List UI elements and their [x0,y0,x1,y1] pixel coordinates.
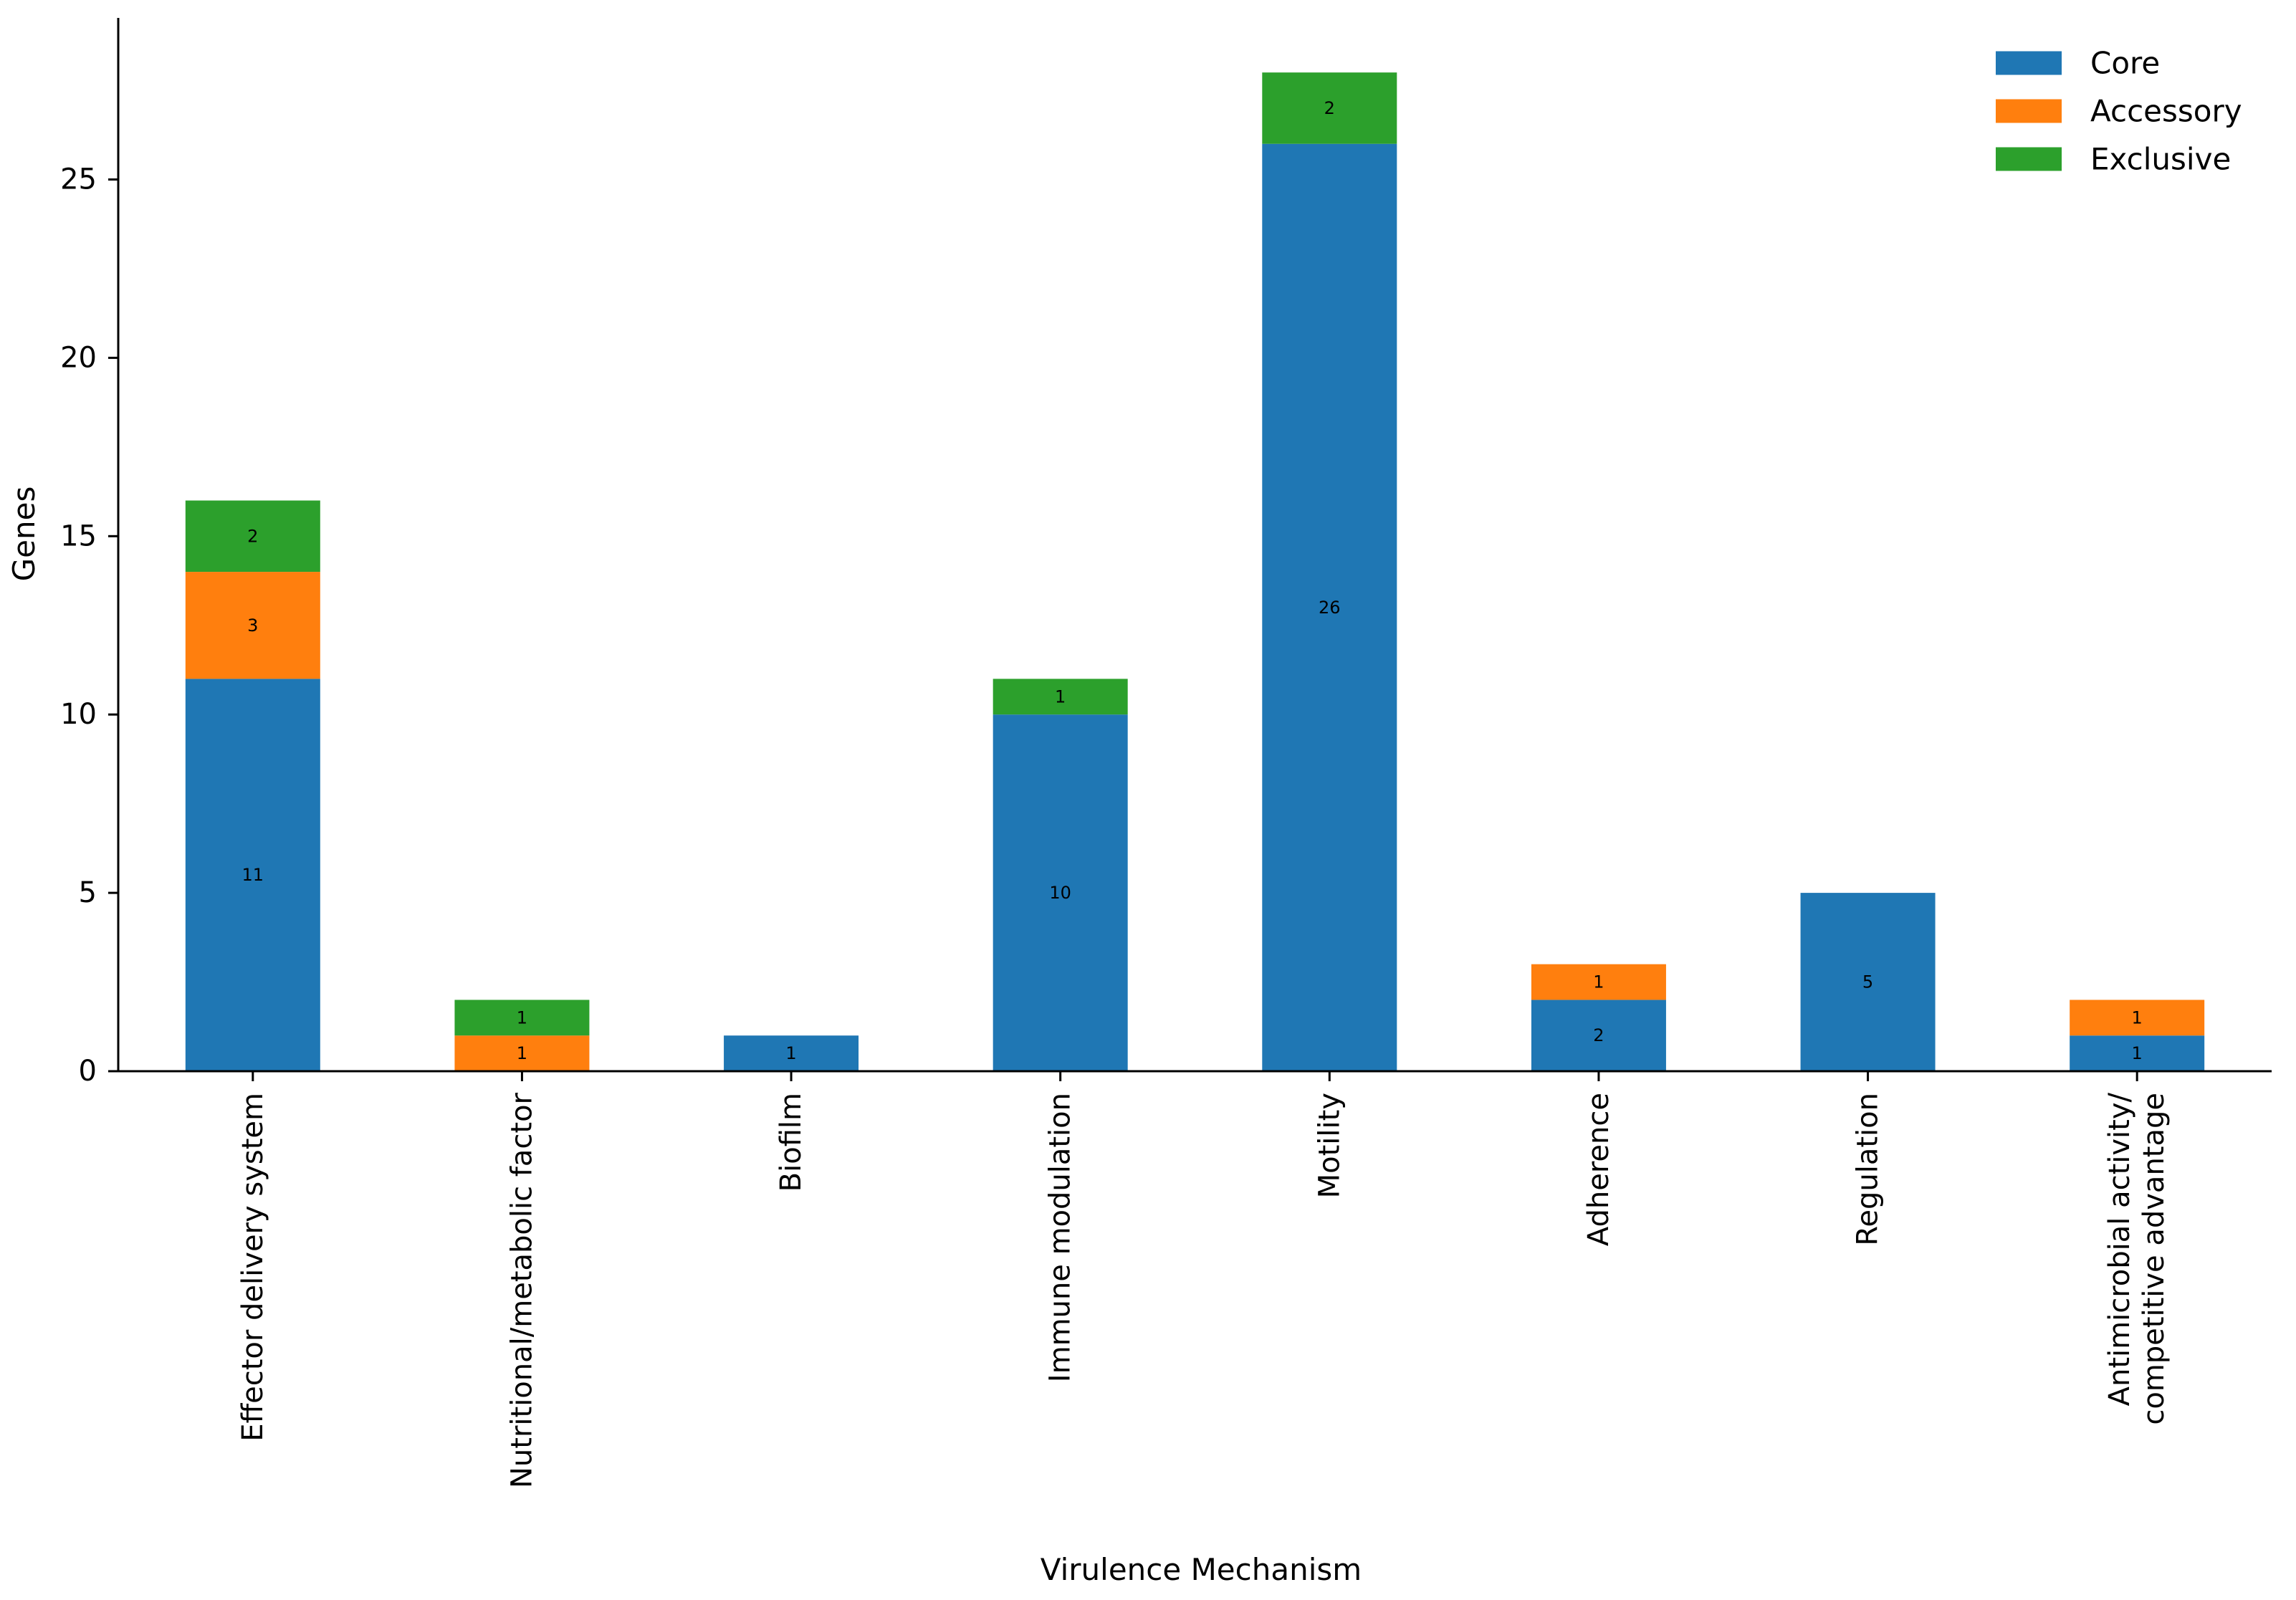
y-tick-label: 0 [79,1055,97,1088]
bar-value-label: 10 [1049,883,1071,903]
y-tick-label: 25 [60,163,97,196]
bar-segment-core [724,1035,859,1071]
legend-swatch-exclusive [1996,147,2062,171]
bar-segment-exclusive [454,1000,590,1036]
y-tick-label: 5 [79,876,97,909]
legend: Core Accessory Exclusive [1996,46,2242,177]
bar-value-label: 5 [1862,972,1873,992]
legend-label-exclusive: Exclusive [2090,142,2231,177]
bar-segment-accessory [185,572,320,679]
bar-value-label: 1 [517,1007,527,1027]
bar-segment-core [2070,1035,2205,1071]
legend-label-core: Core [2090,46,2160,81]
bar-segment-core [1800,893,1936,1071]
x-tick-label: Motility [1313,1093,1346,1198]
x-tick-label: Effector delivery system [236,1093,269,1442]
bar-value-label: 1 [785,1043,796,1063]
x-tick-label: competitive advantage [2138,1093,2171,1425]
x-tick-label: Antimicrobial activity/ [2103,1092,2136,1406]
x-axis-title: Virulence Mechanism [1041,1552,1362,1587]
bar-value-label: 3 [247,615,258,636]
bar-segment-core [1262,143,1397,1072]
bar-value-label: 2 [247,526,258,546]
x-tick-label: Adherence [1582,1093,1615,1246]
y-tick-label: 10 [60,698,97,731]
bar-value-label: 1 [1055,686,1066,706]
bar-value-label: 11 [242,865,264,885]
legend-label-accessory: Accessory [2090,94,2242,129]
bar-segment-core [185,679,320,1071]
bar-segment-exclusive [992,679,1128,715]
x-tick-label: Nutritional/metabolic factor [505,1092,538,1488]
y-axis-title: Genes [6,487,42,582]
x-tick-label: Biofilm [775,1093,808,1192]
legend-swatch-accessory [1996,99,2062,123]
bar-segment-exclusive [185,500,320,573]
y-tick-label: 15 [60,519,97,552]
bar-value-label: 1 [517,1043,527,1063]
bar-segment-core [992,714,1128,1071]
bar-value-label: 26 [1319,598,1341,618]
bar-segment-accessory [2070,1000,2205,1036]
x-tick-label: Immune modulation [1044,1093,1077,1382]
bar-value-label: 1 [2132,1043,2143,1063]
bar-value-label: 2 [1593,1025,1604,1045]
bar-segment-exclusive [1262,72,1397,144]
x-tick-label: Regulation [1852,1093,1885,1246]
bar-segment-core [1531,1000,1666,1071]
y-tick-label: 20 [60,341,97,374]
bar-segment-accessory [454,1035,590,1071]
bar-value-label: 1 [2132,1007,2143,1027]
bars-layer [185,72,2205,1072]
bar-segment-accessory [1531,964,1666,1000]
bar-value-label: 2 [1324,98,1335,118]
bar-value-label: 1 [1593,972,1604,992]
legend-swatch-core [1996,51,2062,75]
